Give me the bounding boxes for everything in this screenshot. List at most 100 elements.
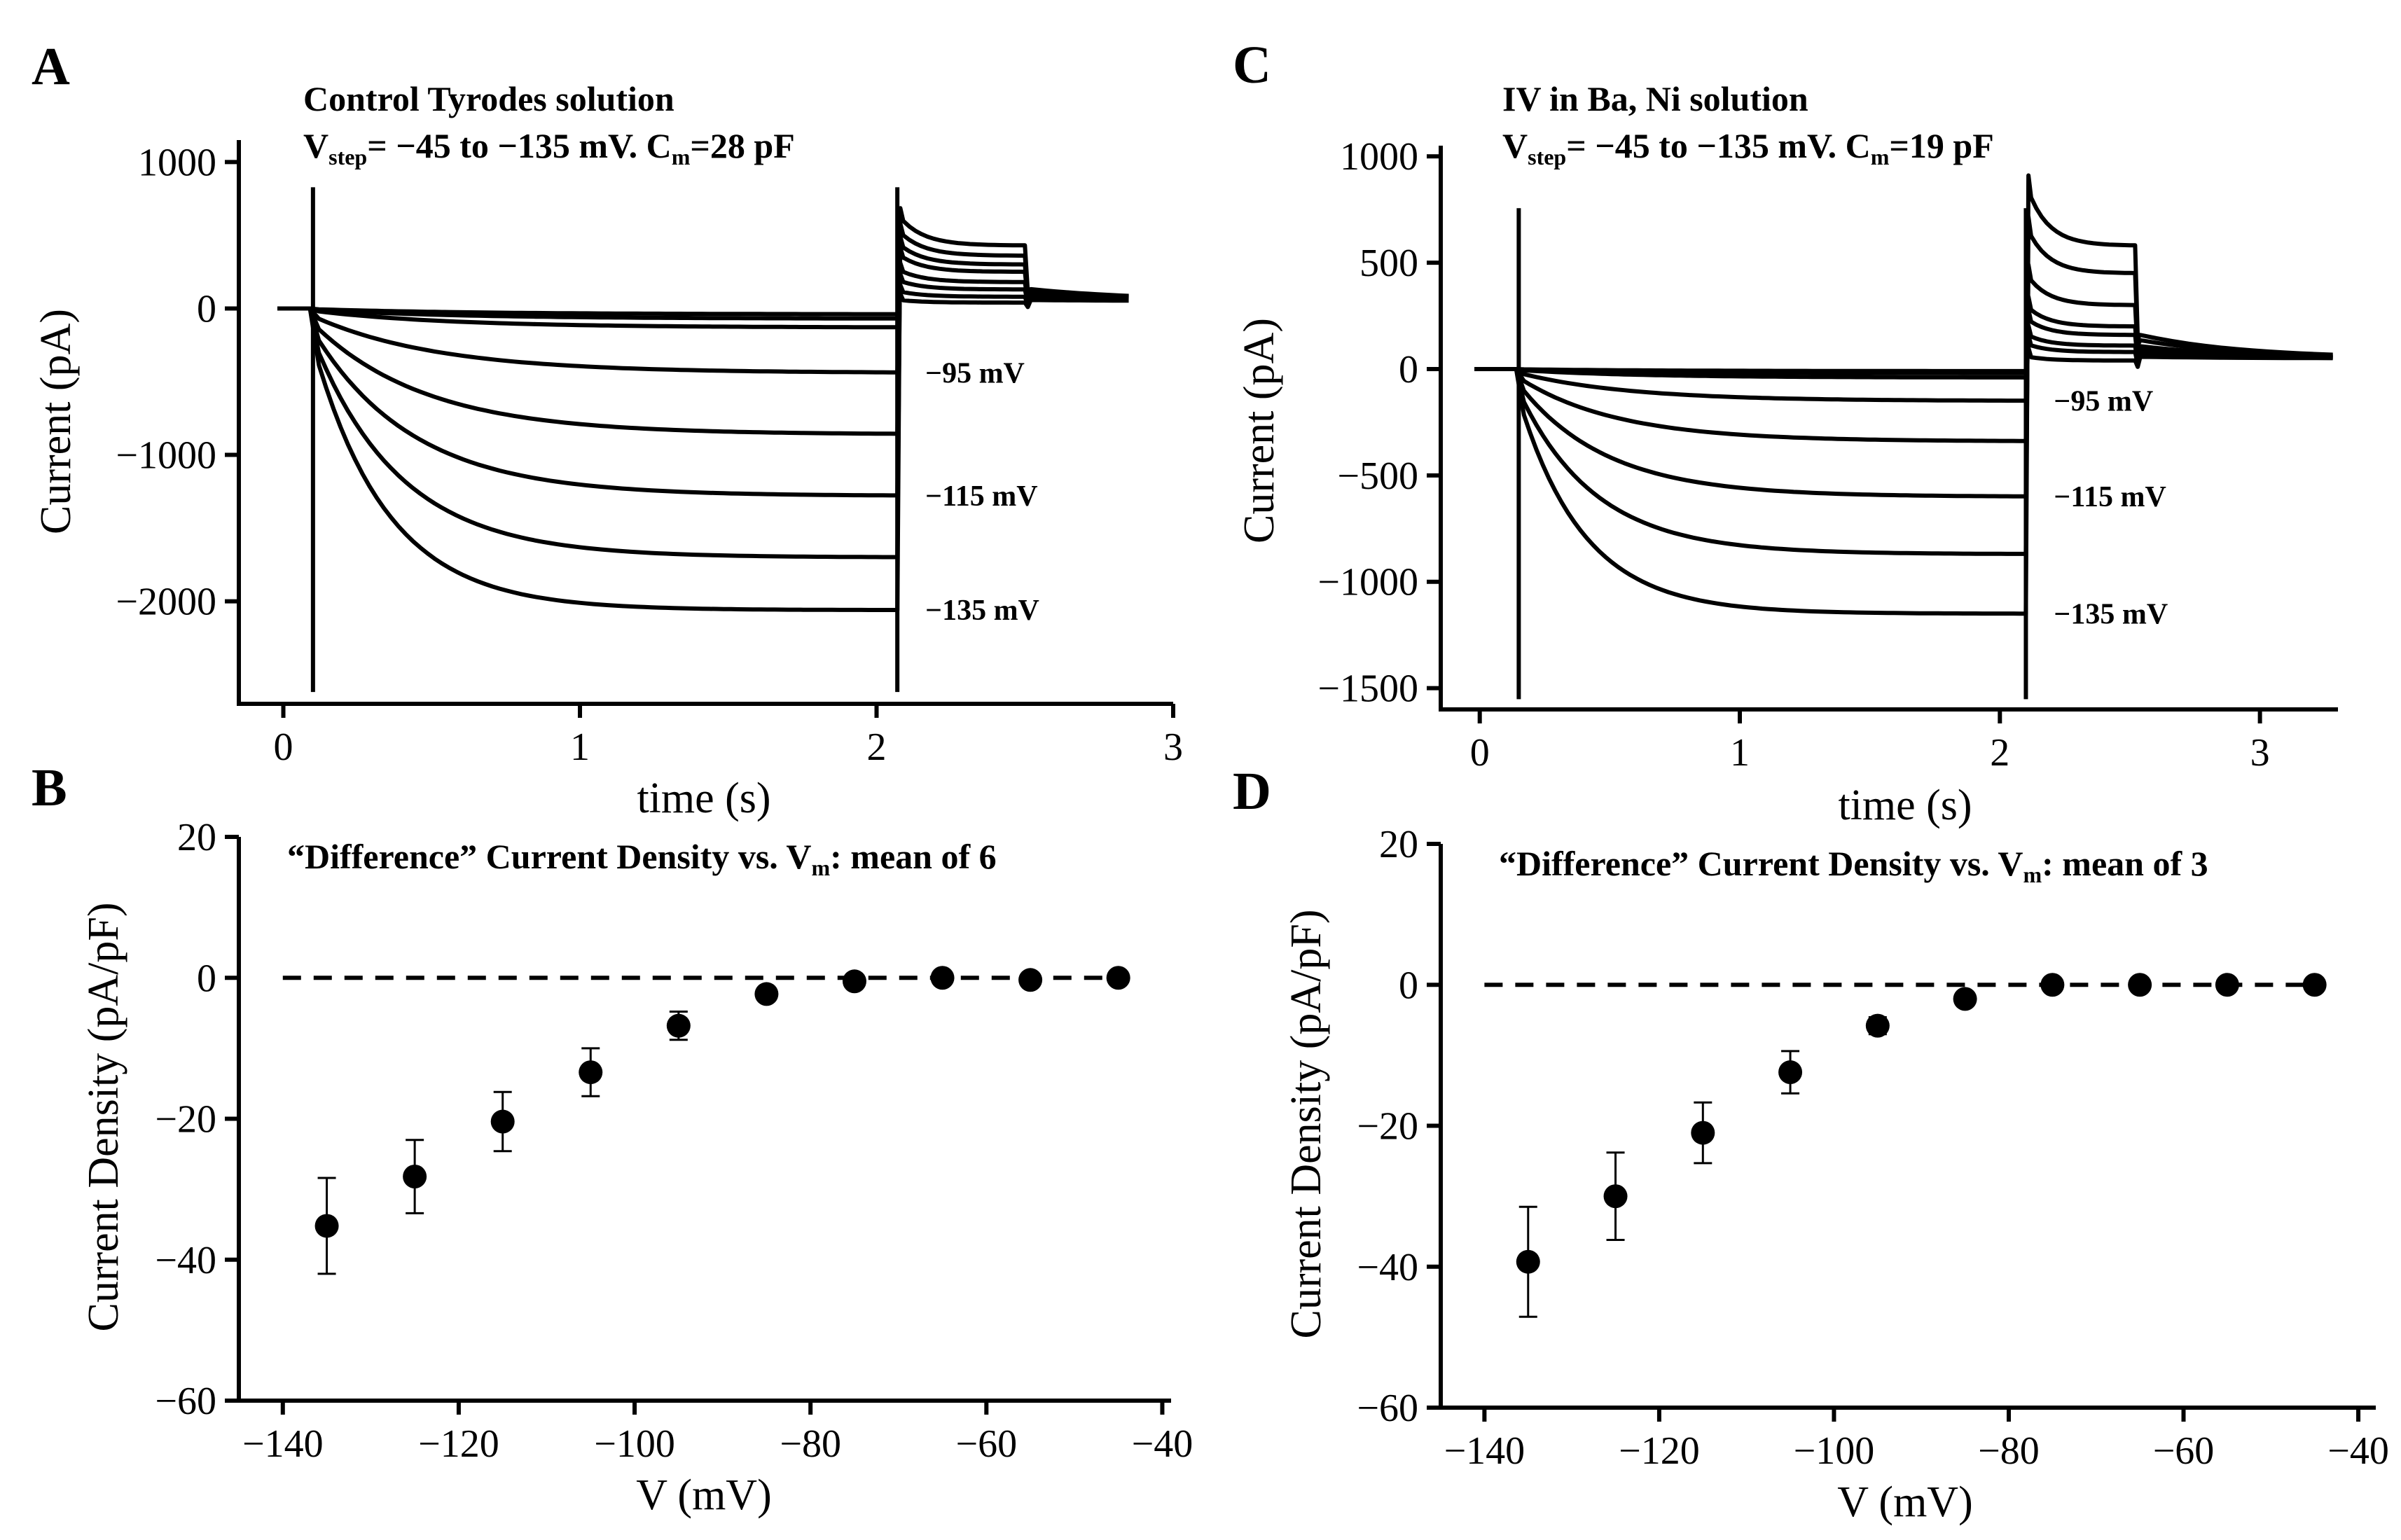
panel-letter-c: C — [1233, 36, 1271, 95]
data-point — [579, 1060, 603, 1085]
panel-letter-b: B — [32, 758, 67, 817]
x-tick-label: 0 — [274, 726, 293, 769]
trace-voltage-label: −135 mV — [925, 595, 1039, 627]
panel-c-capacitance: =19 pF — [1889, 126, 1993, 165]
panel-c-y-ticks: 1000 500 0 −500 −1000 −1500 — [1317, 135, 1441, 711]
y-tick-label: 0 — [197, 287, 216, 331]
data-point — [666, 1013, 691, 1038]
data-point — [2040, 973, 2065, 997]
y-tick-label: −40 — [155, 1239, 216, 1282]
x-tick-label: −40 — [2327, 1429, 2389, 1473]
y-tick-label: 1000 — [1340, 135, 1418, 179]
data-point — [1106, 966, 1130, 990]
x-tick-label: −80 — [780, 1422, 841, 1466]
trace-voltage-label: −95 mV — [925, 357, 1025, 389]
panel-b-title-mean: : mean of 6 — [830, 837, 996, 876]
y-tick-label: 1000 — [138, 141, 216, 184]
trace-voltage-label: −135 mV — [2054, 598, 2168, 630]
x-tick-label: −40 — [1132, 1422, 1193, 1466]
panel-a-x-ticks: 0 1 2 3 — [274, 704, 1183, 769]
current-trace-7 — [277, 221, 1129, 560]
y-tick-label: −1000 — [116, 434, 216, 478]
panel-c-x-ticks: 0 1 2 3 — [1470, 709, 2270, 775]
x-tick-label: −60 — [956, 1422, 1018, 1466]
current-trace-3 — [1474, 323, 2333, 380]
panel-a-capacitance: =28 pF — [690, 126, 794, 165]
panel-d-plot-area — [1484, 973, 2327, 1318]
panel-c-c-subscript: m — [1871, 144, 1890, 169]
x-tick-label: 0 — [1470, 731, 1490, 775]
panel-a-x-axis-label: time (s) — [637, 775, 770, 822]
panel-a-trace-chart: Control Tyrodes solution Vstep= −45 to −… — [32, 79, 1183, 822]
panel-d-x-ticks: −140 −120 −100 −80 −60 −40 — [1444, 1408, 2389, 1473]
trace-voltage-label: −95 mV — [2054, 386, 2153, 418]
data-point — [930, 966, 955, 990]
panel-a-title-line1: Control Tyrodes solution — [303, 79, 674, 118]
panel-c-x-axis-label: time (s) — [1838, 782, 1972, 829]
panel-c-traces — [1474, 173, 2333, 700]
y-tick-label: 0 — [1399, 348, 1418, 391]
panel-a-y-axis-label: Current (pA) — [32, 309, 80, 534]
x-tick-label: 3 — [1163, 726, 1183, 769]
x-tick-label: −80 — [1978, 1429, 2040, 1473]
data-point — [1953, 987, 1977, 1011]
x-tick-label: −140 — [242, 1422, 324, 1466]
panel-d-iv-chart: “Difference” Current Density vs. Vm: mea… — [1282, 823, 2389, 1526]
data-point — [1865, 1013, 1890, 1038]
panel-c-step-range: = −45 to −135 mV. C — [1566, 126, 1871, 165]
panel-c-title-line1: IV in Ba, Ni solution — [1502, 79, 1808, 118]
panel-b-title: “Difference” Current Density vs. Vm: mea… — [287, 837, 997, 880]
x-tick-label: −100 — [594, 1422, 675, 1466]
y-tick-label: −20 — [1357, 1105, 1418, 1149]
current-trace-8 — [1474, 173, 2333, 616]
panel-d-x-axis-label: V (mV) — [1837, 1478, 1972, 1526]
x-tick-label: 1 — [1730, 731, 1750, 775]
panel-b-x-ticks: −140 −120 −100 −80 −60 −40 — [242, 1401, 1193, 1466]
y-tick-label: 0 — [1399, 964, 1418, 1007]
current-trace-3 — [277, 272, 1129, 330]
x-tick-label: 2 — [867, 726, 887, 769]
y-tick-label: 0 — [197, 957, 216, 1000]
y-tick-label: −1000 — [1317, 561, 1418, 604]
panel-c-v-symbol: V — [1502, 126, 1528, 165]
trace-voltage-label: −115 mV — [925, 480, 1037, 513]
panel-a-c-subscript: m — [672, 144, 691, 169]
data-point — [842, 969, 866, 994]
data-point — [1603, 1184, 1628, 1209]
x-tick-label: −60 — [2153, 1429, 2215, 1473]
panel-c-v-subscript: step — [1528, 144, 1566, 169]
current-trace-5 — [1474, 294, 2333, 444]
panel-b-title-main: “Difference” Current Density vs. V — [287, 837, 812, 876]
current-trace-8 — [277, 206, 1129, 613]
y-tick-label: −500 — [1337, 455, 1418, 498]
data-point — [2302, 973, 2327, 997]
data-point — [1778, 1060, 1803, 1085]
data-point — [403, 1165, 427, 1189]
current-trace-1 — [277, 291, 1129, 317]
current-trace-5 — [277, 245, 1129, 437]
data-point — [2128, 973, 2152, 997]
panel-d-title-mean: : mean of 3 — [2042, 844, 2208, 883]
panel-b-y-ticks: 20 0 −20 −40 −60 — [155, 816, 239, 1423]
panel-d-title-subscript: m — [2023, 862, 2042, 887]
y-tick-label: −60 — [1357, 1387, 1418, 1430]
panel-b-plot-area — [282, 966, 1130, 1275]
current-trace-2 — [1474, 333, 2333, 375]
current-trace-6 — [277, 235, 1129, 499]
x-tick-label: 2 — [1990, 731, 2009, 775]
panel-a-v-subscript: step — [328, 144, 367, 169]
panel-b-y-axis-label: Current Density (pA/pF) — [80, 902, 127, 1331]
panel-b-title-subscript: m — [812, 855, 831, 880]
data-point — [1018, 968, 1043, 992]
y-tick-label: 20 — [177, 816, 216, 859]
panel-b-x-axis-label: V (mV) — [636, 1471, 771, 1519]
trace-voltage-label: −115 mV — [2054, 481, 2166, 513]
panel-a-title-line2: Vstep= −45 to −135 mV. Cm=28 pF — [303, 126, 795, 169]
x-tick-label: 1 — [570, 726, 590, 769]
panel-b-iv-chart: “Difference” Current Density vs. Vm: mea… — [80, 816, 1193, 1519]
x-tick-label: −120 — [1619, 1429, 1700, 1473]
data-point — [314, 1214, 339, 1238]
y-tick-label: −40 — [1357, 1246, 1418, 1289]
panel-a-v-symbol: V — [303, 126, 328, 165]
